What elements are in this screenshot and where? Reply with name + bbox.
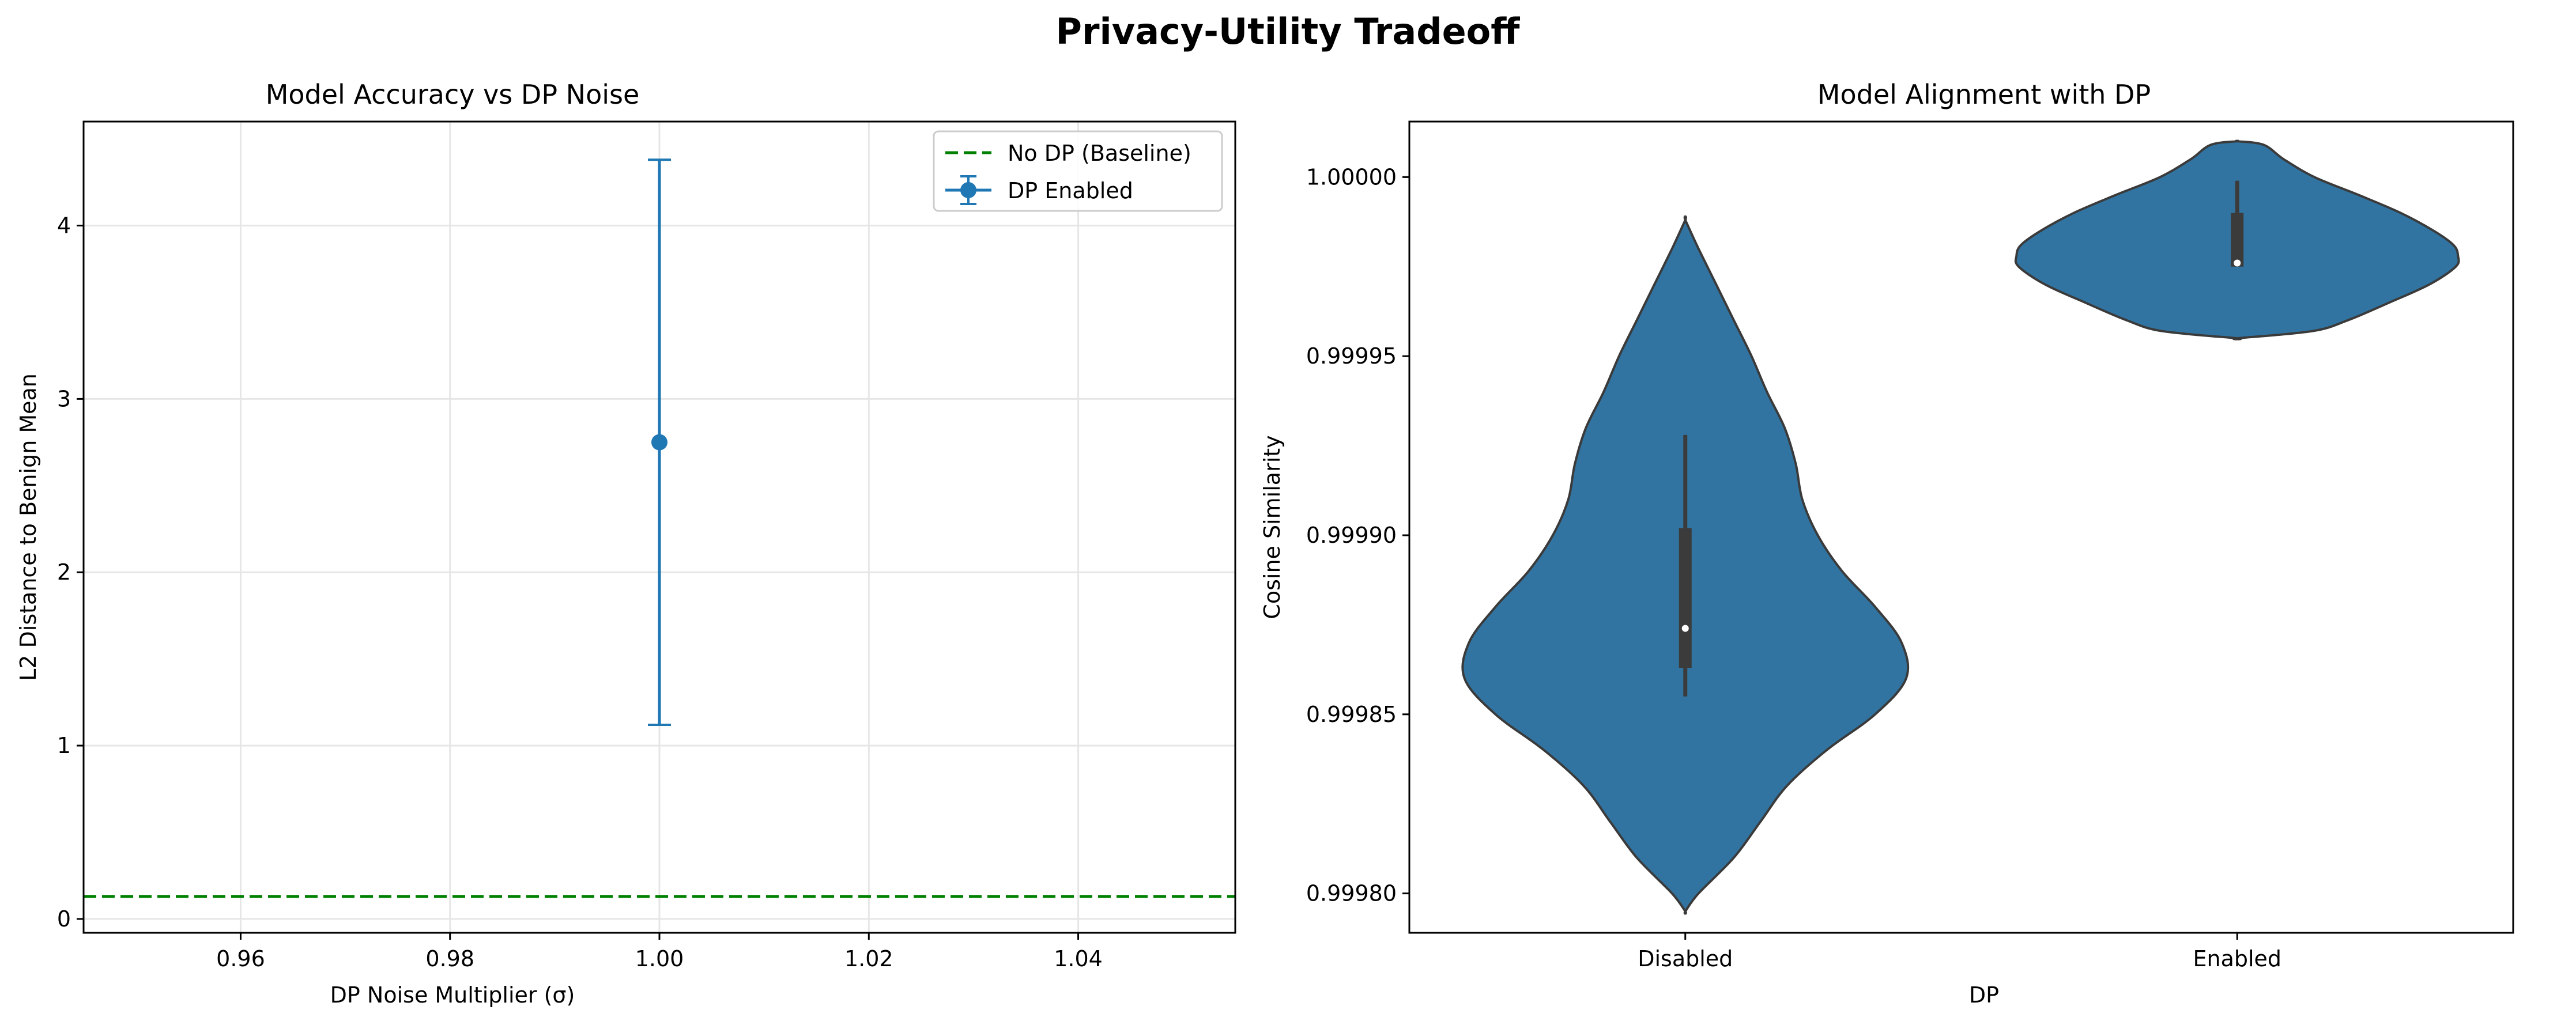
x-tick-label: 0.96: [216, 946, 265, 971]
y-tick-label: 0.99990: [1306, 523, 1397, 548]
alignment-x-ticks: Disabled Enabled: [1638, 933, 2281, 971]
accuracy-legend: No DP (Baseline) DP Enabled: [933, 130, 1223, 212]
alignment-chart-title: Model Alignment with DP: [1817, 79, 2151, 110]
y-tick-label: 0.99985: [1306, 702, 1397, 727]
x-tick-label: 1.02: [844, 946, 893, 971]
accuracy-errorbar-chart: Model Accuracy vs DP Noise DP Noise Mult…: [16, 79, 1236, 1008]
violin-median-marker: [1681, 625, 1689, 632]
data-point: [651, 434, 667, 451]
alignment-y-ticks: 0.99980 0.99985 0.99990 0.99995 1.00000: [1306, 164, 1409, 906]
y-tick-label: 4: [57, 213, 71, 239]
y-tick-label: 0: [57, 906, 71, 932]
x-tick-label: 1.00: [635, 946, 684, 971]
violin-group: [1461, 139, 2460, 915]
accuracy-y-ticks: 0 1 2 3 4: [57, 213, 84, 932]
x-tick-label: Disabled: [1638, 946, 1733, 971]
accuracy-x-ticks: 0.96 0.98 1.00 1.02 1.04: [216, 933, 1103, 971]
alignment-y-axis-label: Cosine Similarity: [1259, 435, 1285, 619]
legend-dp-label: DP Enabled: [1008, 178, 1133, 203]
x-tick-label: 0.98: [425, 946, 474, 971]
x-tick-label: 1.04: [1054, 946, 1103, 971]
violin-iqr-box: [2231, 213, 2244, 267]
accuracy-x-axis-label: DP Noise Multiplier (σ): [330, 982, 575, 1008]
y-tick-label: 0.99980: [1306, 881, 1397, 906]
y-tick-label: 0.99995: [1306, 343, 1397, 369]
y-tick-label: 1.00000: [1306, 164, 1397, 190]
dp-enabled-series: [648, 158, 671, 726]
figure-title: Privacy-Utility Tradeoff: [1056, 10, 1521, 52]
legend-baseline-label: No DP (Baseline): [1008, 141, 1191, 166]
alignment-violin-chart: Model Alignment with DP DP Cosine Simila…: [1259, 79, 2514, 1008]
accuracy-chart-title: Model Accuracy vs DP Noise: [266, 79, 640, 110]
legend-box: [933, 130, 1223, 212]
violin-median-marker: [2234, 259, 2241, 267]
alignment-x-axis-label: DP: [1969, 982, 1999, 1008]
violin-iqr-box: [1679, 528, 1692, 668]
legend-dp-swatch-marker: [960, 182, 976, 198]
accuracy-y-axis-label: L2 Distance to Benign Mean: [16, 373, 41, 681]
y-tick-label: 1: [57, 733, 71, 758]
y-tick-label: 2: [57, 559, 71, 585]
alignment-plot-frame: [1408, 120, 2514, 934]
x-tick-label: Enabled: [2193, 946, 2281, 971]
y-tick-label: 3: [57, 386, 71, 411]
